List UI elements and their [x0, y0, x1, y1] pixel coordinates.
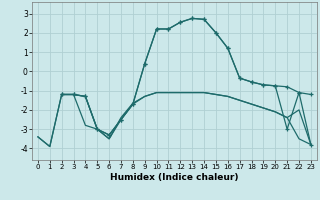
- X-axis label: Humidex (Indice chaleur): Humidex (Indice chaleur): [110, 173, 239, 182]
